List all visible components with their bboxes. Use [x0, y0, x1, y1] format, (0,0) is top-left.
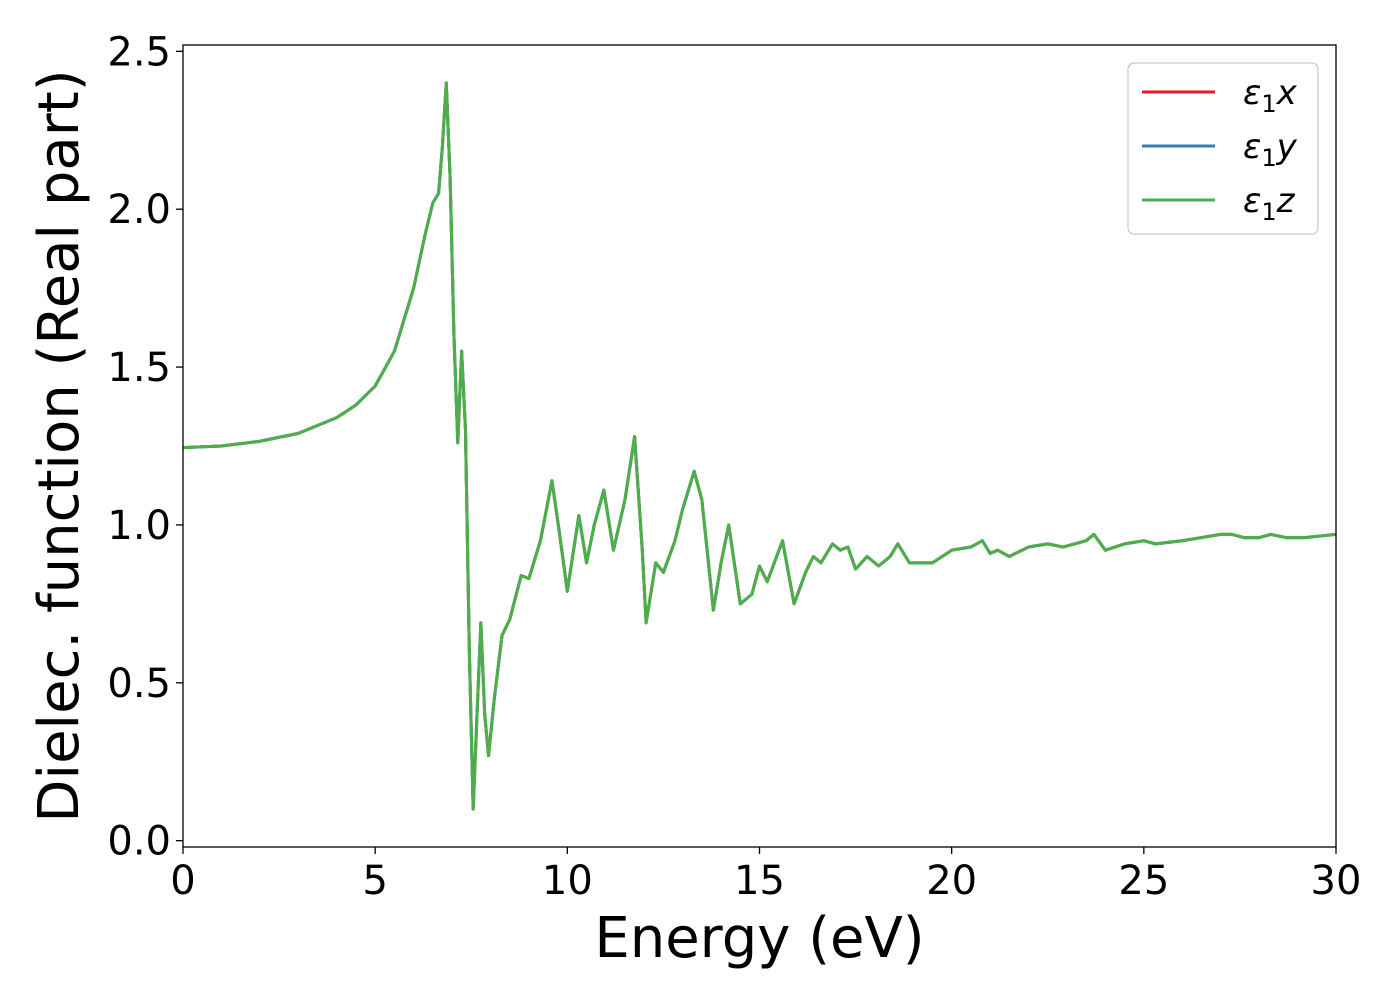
- series-layer: [183, 81, 1336, 811]
- x-tick-label: 15: [734, 858, 785, 904]
- legend-label-x: ε1x: [1243, 73, 1298, 118]
- y-axis-ticks: 0.0 0.5 1.0 1.5 2.0 2.5: [107, 29, 183, 865]
- x-tick-label: 0: [170, 858, 195, 904]
- y-tick-label: 0.5: [107, 661, 171, 707]
- x-axis-title: Energy (eV): [594, 906, 924, 971]
- x-tick-label: 5: [362, 858, 387, 904]
- y-tick-label: 1.5: [107, 345, 171, 391]
- y-axis-title: Dielec. function (Real part): [27, 69, 92, 822]
- x-tick-label: 25: [1118, 858, 1169, 904]
- y-tick-label: 2.5: [107, 29, 171, 75]
- series-line-z: [183, 81, 1336, 811]
- x-tick-label: 30: [1311, 858, 1362, 904]
- y-tick-label: 2.0: [107, 187, 171, 233]
- legend-label-z: ε1z: [1243, 181, 1296, 226]
- legend-box: [1127, 62, 1319, 235]
- y-tick-label: 0.0: [107, 819, 171, 865]
- x-tick-label: 20: [926, 858, 977, 904]
- legend-label-y: ε1y: [1243, 127, 1298, 172]
- x-tick-label: 10: [542, 858, 593, 904]
- x-axis-ticks: 0 5 10 15 20 25 30: [170, 847, 1361, 904]
- legend: ε1x ε1y ε1z: [1127, 62, 1319, 235]
- y-tick-label: 1.0: [107, 503, 171, 549]
